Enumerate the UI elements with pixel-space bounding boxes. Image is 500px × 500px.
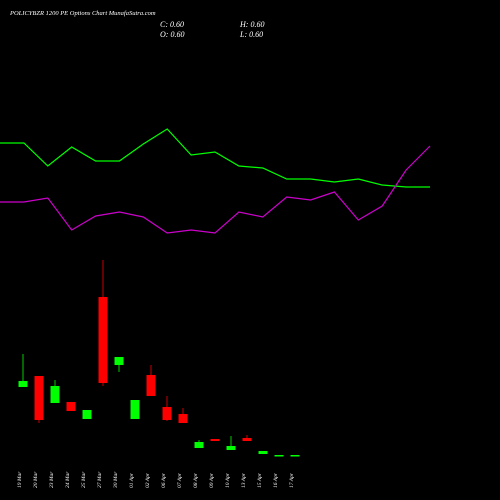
candle-body — [82, 410, 92, 419]
candle-body — [66, 402, 76, 411]
candle-body — [178, 414, 188, 423]
x-tick-label: 19 Mar — [17, 471, 23, 488]
x-tick-label: 10 Apr — [225, 472, 231, 488]
candle-body — [258, 451, 268, 454]
x-tick-label: 01 Apr — [129, 472, 135, 488]
x-tick-label: 30 Mar — [113, 471, 119, 489]
x-tick-label: 20 Mar — [33, 471, 39, 488]
x-tick-label: 09 Apr — [209, 472, 215, 488]
ohlc-close: C: 0.60 — [160, 20, 184, 29]
x-tick-label: 13 Apr — [241, 472, 247, 488]
candle-body — [146, 375, 156, 396]
candle-body — [226, 446, 236, 450]
candle-body — [114, 357, 124, 365]
ohlc-high: H: 0.60 — [239, 20, 264, 29]
candle-body — [50, 386, 60, 403]
x-tick-label: 27 Mar — [97, 471, 103, 488]
x-tick-label: 06 Apr — [161, 472, 167, 488]
x-tick-label: 23 Mar — [49, 471, 55, 488]
candle-body — [194, 442, 204, 448]
candle-body — [210, 439, 220, 441]
x-tick-label: 24 Mar — [64, 471, 71, 488]
chart-title: POLICYBZR 1200 PE Options Chart MunafaSu… — [9, 10, 156, 17]
candle-body — [274, 455, 284, 457]
x-tick-label: 16 Apr — [273, 472, 279, 488]
x-tick-label: 17 Apr — [289, 472, 295, 488]
x-tick-label: 07 Apr — [177, 472, 183, 488]
indicator-line — [0, 128, 430, 188]
candle-body — [98, 297, 108, 383]
ohlc-open: O: 0.60 — [160, 30, 184, 39]
indicator-line — [0, 145, 431, 234]
x-tick-label: 02 Apr — [145, 472, 151, 488]
candle-body — [34, 376, 44, 420]
x-tick-label: 15 Apr — [257, 472, 263, 488]
candle-body — [290, 455, 300, 457]
x-tick-label: 25 Mar — [81, 471, 87, 488]
ohlc-low: L: 0.60 — [239, 30, 263, 39]
candle-body — [162, 407, 172, 420]
x-tick-label: 08 Apr — [193, 472, 199, 488]
candle-body — [242, 438, 252, 441]
candle-body — [18, 381, 28, 387]
candle-body — [130, 400, 140, 419]
